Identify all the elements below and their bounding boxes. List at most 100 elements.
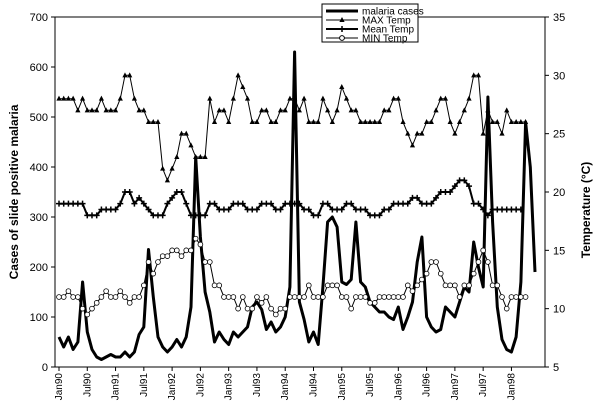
x-tick-label: Jul94 <box>308 373 319 397</box>
min-temp-point <box>183 247 190 254</box>
mean-temp-point <box>169 194 176 201</box>
legend-label: Mean Temp <box>362 25 415 36</box>
max-temp-point <box>79 95 86 101</box>
max-temp-point <box>480 130 486 136</box>
max-temp-point <box>103 107 109 113</box>
min-temp-point <box>197 241 204 248</box>
max-temp-point <box>193 154 199 159</box>
max-temp-point <box>136 107 142 113</box>
max-temp-point <box>466 95 472 101</box>
min-temp-point <box>489 282 496 289</box>
min-temp-point <box>277 305 284 312</box>
max-temp-point <box>428 119 434 124</box>
series-line-1 <box>59 74 526 181</box>
min-temp-point <box>456 294 463 300</box>
mean-temp-point <box>164 200 171 207</box>
min-temp-point <box>466 282 472 289</box>
min-temp-point <box>84 311 91 318</box>
min-temp-point <box>65 288 72 294</box>
mean-temp-point <box>385 206 392 213</box>
mean-temp-point <box>277 206 284 213</box>
max-temp-point <box>160 165 166 171</box>
right-tick-label: 15 <box>553 245 565 257</box>
left-tick-label: 0 <box>42 362 48 374</box>
max-temp-point <box>216 107 222 113</box>
mean-temp-point <box>376 212 383 219</box>
x-tick-label: Jul93 <box>252 373 263 397</box>
max-temp-point <box>489 119 496 124</box>
max-temp-point <box>339 84 345 89</box>
min-temp-point <box>89 305 95 312</box>
max-temp-point <box>254 119 260 124</box>
mean-temp-point <box>475 200 482 207</box>
max-temp-point <box>475 72 482 78</box>
max-temp-point <box>320 95 326 101</box>
right-tick-label: 5 <box>553 362 559 374</box>
max-temp-point <box>367 119 373 124</box>
max-temp-point <box>249 119 255 124</box>
min-temp-point <box>371 300 378 306</box>
min-temp-point <box>353 294 359 300</box>
mean-temp-point <box>117 200 124 207</box>
max-temp-point <box>263 107 269 113</box>
max-temp-point <box>358 119 364 124</box>
min-temp-point <box>272 311 279 318</box>
max-temp-point <box>508 119 515 124</box>
max-temp-point <box>240 84 246 89</box>
min-temp-point <box>419 276 425 283</box>
max-temp-point <box>452 130 458 136</box>
mean-temp-point <box>253 206 260 213</box>
left-tick-label: 200 <box>30 262 48 274</box>
mean-temp-point <box>428 200 435 207</box>
series-layer <box>56 50 537 361</box>
max-temp-point <box>141 107 147 113</box>
min-temp-point <box>240 294 246 300</box>
x-tick-label: Jul96 <box>422 373 433 397</box>
max-temp-point <box>381 107 387 113</box>
max-temp-point <box>504 107 510 113</box>
mean-temp-point <box>480 206 487 213</box>
min-temp-point <box>447 282 453 289</box>
mean-temp-point <box>414 194 421 201</box>
max-temp-point <box>395 95 401 101</box>
min-temp-point <box>56 294 62 300</box>
max-temp-point <box>131 95 138 101</box>
min-temp-point <box>221 294 227 300</box>
x-tick-label: Jan92 <box>167 373 178 401</box>
min-temp-point <box>159 253 166 259</box>
min-temp-point <box>112 294 119 300</box>
max-temp-point <box>409 142 416 148</box>
min-temp-point <box>376 294 383 300</box>
max-temp-point <box>513 119 519 124</box>
mean-temp-point <box>348 200 355 207</box>
min-temp-point <box>433 259 439 265</box>
max-temp-point <box>155 119 161 124</box>
min-temp-point <box>230 294 237 300</box>
min-temp-point <box>513 294 519 300</box>
min-temp-point <box>174 247 180 254</box>
max-temp-point <box>400 119 406 124</box>
min-temp-point <box>164 253 171 259</box>
max-temp-point <box>485 107 491 113</box>
max-temp-point <box>301 95 307 101</box>
min-temp-point <box>461 282 468 289</box>
min-temp-point <box>136 294 142 300</box>
min-temp-point <box>301 294 307 300</box>
left-axis-title: Cases of slide positive malaria <box>7 104 21 279</box>
min-temp-point <box>315 294 322 300</box>
mean-temp-point <box>517 206 524 213</box>
series-line-0 <box>57 50 537 361</box>
mean-temp-point <box>466 183 473 190</box>
max-temp-point <box>424 119 430 124</box>
min-temp-point <box>475 259 482 265</box>
max-temp-point <box>235 72 241 78</box>
max-temp-point <box>127 72 133 78</box>
x-tick-label: Jan96 <box>393 373 404 401</box>
mean-temp-point <box>296 200 303 207</box>
min-temp-point <box>263 294 270 300</box>
min-temp-point <box>310 294 317 300</box>
max-temp-point <box>244 95 251 101</box>
max-temp-point <box>456 119 463 124</box>
